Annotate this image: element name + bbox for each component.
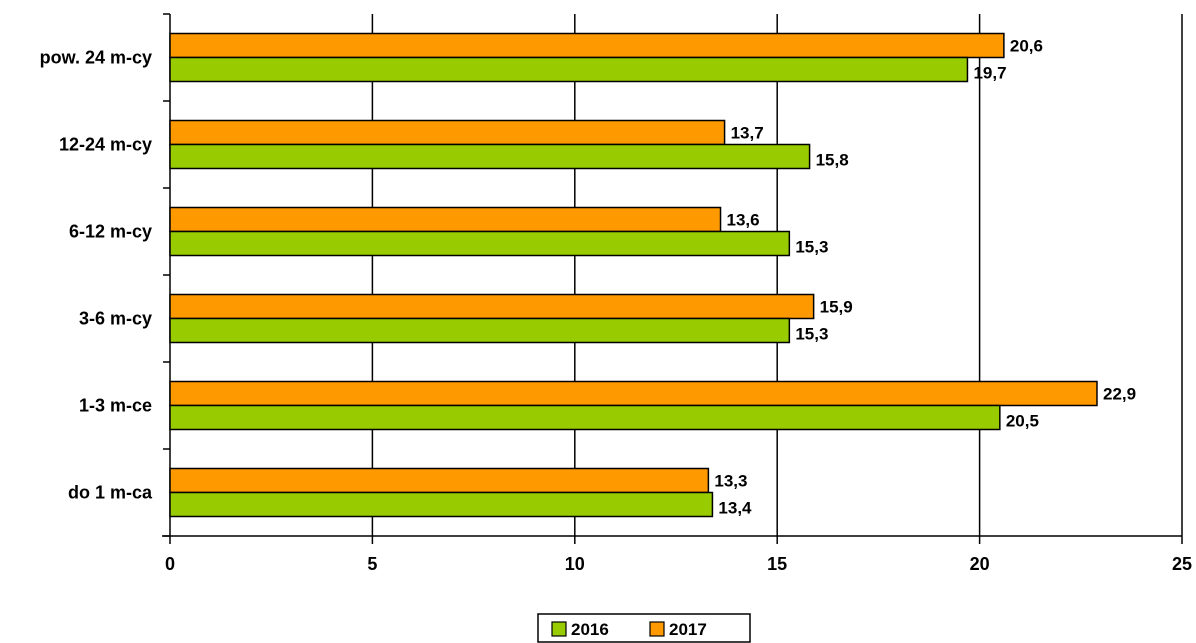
- x-tick-label-0: 0: [165, 554, 175, 574]
- x-tick-label-20: 20: [970, 554, 990, 574]
- category-label-1: 1-3 m-ce: [79, 396, 152, 416]
- data-label-2016-0: 13,4: [718, 499, 752, 518]
- data-label-2017-5: 20,6: [1010, 37, 1043, 56]
- bar-2016-1: [169, 404, 1001, 431]
- legend-label-2017: 2017: [669, 620, 707, 639]
- bar-2016-4: [169, 143, 811, 170]
- x-tick-label-10: 10: [565, 554, 585, 574]
- data-label-2016-2: 15,3: [795, 325, 828, 344]
- legend-label-2016: 2016: [571, 620, 609, 639]
- data-label-2017-2: 15,9: [820, 298, 853, 317]
- bar-2017-5: [169, 32, 1005, 59]
- data-label-2016-5: 19,7: [973, 64, 1006, 83]
- legend-swatch-2016: [551, 621, 567, 637]
- data-label-2016-3: 15,3: [795, 238, 828, 257]
- data-label-2017-0: 13,3: [714, 472, 747, 491]
- bar-2017-0: [169, 467, 710, 494]
- x-tick-label-5: 5: [367, 554, 377, 574]
- data-label-2016-4: 15,8: [816, 151, 849, 170]
- bar-2017-3: [169, 206, 722, 233]
- gridlines: [371, 14, 1183, 536]
- category-label-5: pow. 24 m-cy: [40, 48, 152, 68]
- bar-2017-1: [169, 380, 1098, 407]
- bar-2016-3: [169, 230, 791, 257]
- bar-2017-4: [169, 119, 726, 146]
- x-tick-label-25: 25: [1172, 554, 1192, 574]
- labels: 0 5 10 15 20 25 do 1 m-ca 13,3 13,4 1-3 m-ce 22,9 2…: [40, 37, 1192, 575]
- axes: [162, 13, 1183, 544]
- bar-2016-2: [169, 317, 791, 344]
- data-label-2017-1: 22,9: [1103, 385, 1136, 404]
- data-label-2017-4: 13,7: [731, 124, 764, 143]
- bar-2016-5: [169, 56, 969, 83]
- legend-swatch-2017: [649, 621, 665, 637]
- category-label-4: 12-24 m-cy: [59, 135, 152, 155]
- data-label-2016-1: 20,5: [1006, 412, 1039, 431]
- legend-box: [537, 613, 751, 643]
- category-label-3: 6-12 m-cy: [69, 222, 152, 242]
- category-label-0: do 1 m-ca: [68, 483, 153, 503]
- bar-2017-2: [169, 293, 815, 320]
- bars: [169, 32, 1098, 518]
- legend: 2016 2017: [537, 613, 751, 643]
- data-label-2017-3: 13,6: [727, 211, 760, 230]
- bar-2016-0: [169, 491, 714, 518]
- category-label-2: 3-6 m-cy: [79, 309, 152, 329]
- x-tick-label-15: 15: [767, 554, 787, 574]
